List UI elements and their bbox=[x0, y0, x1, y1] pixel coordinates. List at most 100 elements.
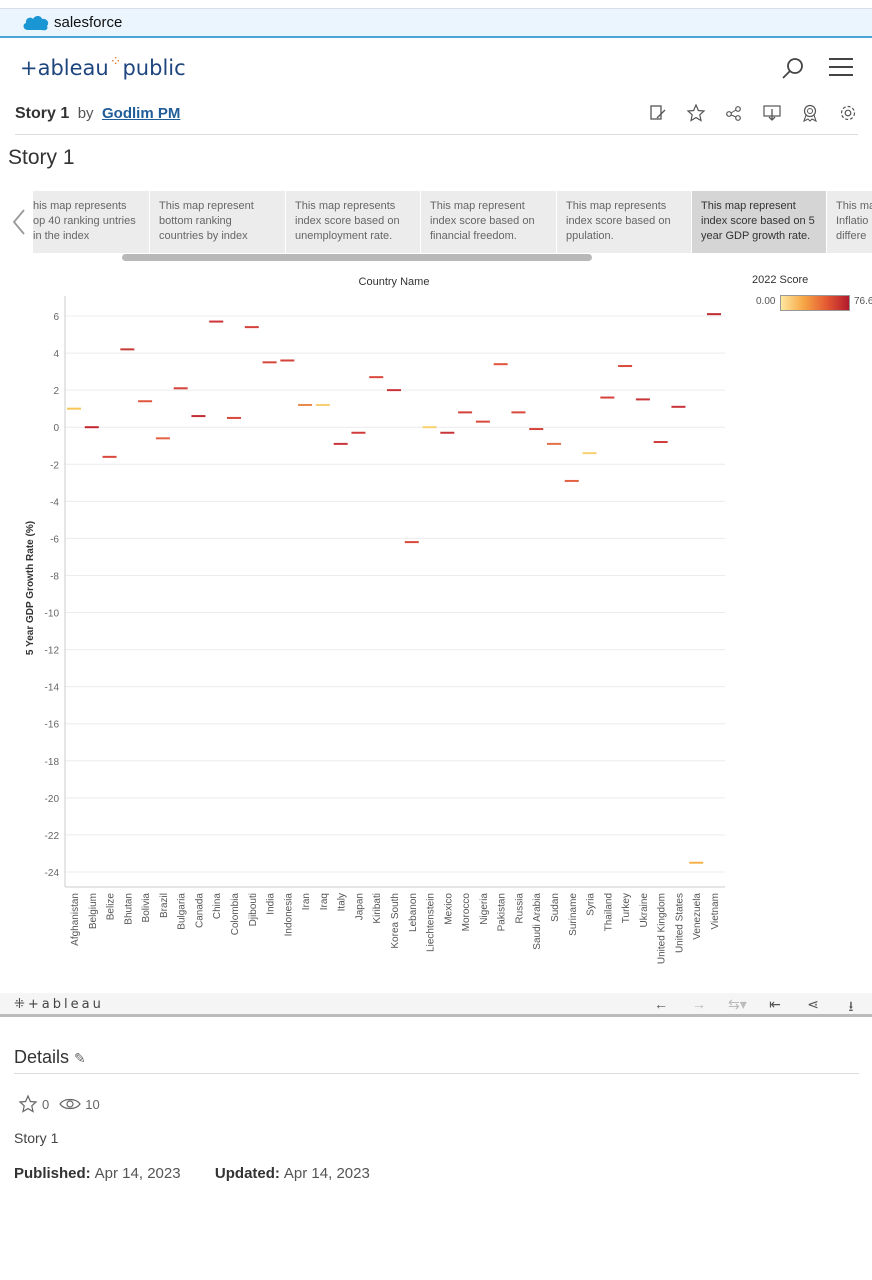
y-tick-label: 0 bbox=[53, 423, 59, 434]
tableau-public-logo[interactable]: +ableau ⁘ public bbox=[20, 54, 186, 80]
story-point[interactable]: This map represent bottom ranking countr… bbox=[150, 191, 286, 253]
search-icon[interactable] bbox=[780, 56, 806, 82]
x-tick-label: Bhutan bbox=[123, 893, 134, 925]
x-tick-label: Nigeria bbox=[479, 893, 490, 925]
salesforce-name[interactable]: salesforce bbox=[54, 14, 123, 31]
tableau-toolbar-logo[interactable]: ⁜+ableau bbox=[14, 997, 104, 1012]
logo-main: +ableau bbox=[20, 56, 109, 80]
star-icon[interactable] bbox=[686, 103, 706, 123]
toolbar-share-icon[interactable]: ⋖ bbox=[807, 996, 819, 1012]
story-by: by bbox=[77, 105, 94, 122]
x-tick-label: Sudan bbox=[550, 893, 561, 922]
details-story-name: Story 1 bbox=[14, 1130, 59, 1146]
logo-sparkle-icon: ⁘ bbox=[109, 54, 122, 70]
eye-icon bbox=[59, 1098, 81, 1110]
x-tick-label: Mexico bbox=[443, 893, 454, 925]
y-tick-label: 2 bbox=[53, 386, 59, 397]
y-tick-label: -4 bbox=[50, 497, 59, 508]
story-point-active[interactable]: This map represent index score based on … bbox=[692, 191, 827, 253]
x-tick-label: Venezuela bbox=[692, 893, 703, 940]
x-tick-label: Djibouti bbox=[248, 893, 259, 926]
x-tick-label: Iran bbox=[301, 893, 312, 910]
legend-title: 2022 Score bbox=[752, 274, 809, 286]
prev-story-point-chevron-icon[interactable] bbox=[10, 208, 28, 236]
published-label: Published: bbox=[14, 1165, 91, 1182]
story-actions bbox=[648, 103, 858, 123]
y-tick-label: -20 bbox=[45, 794, 60, 805]
story-points-scrollbar[interactable] bbox=[122, 254, 592, 261]
y-tick-label: -10 bbox=[45, 609, 60, 620]
x-tick-label: Turkey bbox=[621, 893, 632, 923]
x-tick-label: Saudi Arabia bbox=[532, 893, 543, 950]
y-tick-label: -22 bbox=[45, 831, 60, 842]
badge-icon[interactable] bbox=[800, 103, 820, 123]
y-tick-label: -14 bbox=[45, 683, 60, 694]
x-tick-label: Indonesia bbox=[283, 893, 294, 937]
x-tick-label: United Kingdom bbox=[657, 893, 668, 964]
x-tick-label: Brazil bbox=[159, 893, 170, 918]
x-tick-label: Bulgaria bbox=[177, 893, 188, 930]
story-point[interactable]: This map represents index score based on… bbox=[557, 191, 692, 253]
toolbar-download-icon[interactable]: ⭳ bbox=[848, 998, 854, 1014]
settings-gear-icon[interactable] bbox=[838, 103, 858, 123]
story-point[interactable]: his map represents op 40 ranking untries… bbox=[33, 191, 150, 253]
x-tick-label: Pakistan bbox=[497, 893, 508, 931]
stats: 0 10 bbox=[18, 1094, 110, 1114]
story-title: Story 1 bbox=[15, 105, 70, 122]
x-tick-label: Suriname bbox=[568, 893, 579, 936]
x-tick-label: India bbox=[266, 893, 277, 915]
y-tick-label: -6 bbox=[50, 534, 59, 545]
views-count: 10 bbox=[59, 1096, 100, 1112]
x-tick-label: Iraq bbox=[319, 893, 330, 910]
y-tick-label: -16 bbox=[45, 720, 60, 731]
story-point[interactable]: This map represent index score based on … bbox=[421, 191, 557, 253]
salesforce-bar: salesforce bbox=[0, 8, 872, 38]
divider bbox=[14, 1073, 859, 1074]
revert-icon[interactable]: ⇆▾ bbox=[728, 996, 747, 1012]
x-tick-label: Morocco bbox=[461, 893, 472, 932]
y-tick-label: -2 bbox=[50, 460, 59, 471]
viz-title: Story 1 bbox=[8, 146, 75, 169]
menu-icon[interactable] bbox=[829, 58, 853, 78]
updated-date: Apr 14, 2023 bbox=[283, 1165, 370, 1182]
y-tick-label: -8 bbox=[50, 571, 59, 582]
y-tick-label: -12 bbox=[45, 646, 60, 657]
undo-arrow-icon[interactable]: ← bbox=[654, 996, 668, 1012]
x-tick-label: Ukraine bbox=[639, 893, 650, 928]
x-tick-label: Bolivia bbox=[141, 893, 152, 923]
story-point[interactable]: This map represents index score based on… bbox=[286, 191, 421, 253]
x-tick-label: Belgium bbox=[88, 893, 99, 929]
story-point[interactable]: This ma Inflatio differe bbox=[827, 191, 872, 253]
y-tick-label: -24 bbox=[45, 868, 60, 879]
salesforce-cloud-icon bbox=[22, 14, 50, 32]
x-tick-label: Belize bbox=[106, 893, 117, 921]
chart-svg: Country Name 6 4 2 0 -2 -4 -6 -8 -10 -12 -14 -16 -18 -… bbox=[25, 276, 725, 964]
published-date: Apr 14, 2023 bbox=[94, 1165, 181, 1182]
x-tick-label: Kiribati bbox=[372, 893, 383, 924]
favorites-count[interactable]: 0 bbox=[18, 1094, 49, 1114]
x-tick-label: Vietnam bbox=[710, 893, 721, 930]
x-tick-label: Lebanon bbox=[408, 893, 419, 932]
updated-label: Updated: bbox=[214, 1165, 280, 1182]
share-icon[interactable] bbox=[724, 103, 744, 123]
y-tick-label: 4 bbox=[53, 349, 59, 360]
story-header: Story 1 by Godlim PM bbox=[15, 103, 858, 135]
x-tick-label: Japan bbox=[354, 893, 365, 920]
x-tick-label: Thailand bbox=[603, 893, 614, 931]
redo-arrow-icon[interactable]: → bbox=[692, 996, 706, 1012]
legend-min: 0.00 bbox=[756, 296, 776, 307]
x-tick-label: Italy bbox=[337, 893, 348, 911]
x-tick-label: Liechtenstein bbox=[426, 893, 437, 952]
x-tick-label: Russia bbox=[514, 893, 525, 924]
legend-color-ramp[interactable] bbox=[780, 295, 850, 311]
x-tick-label: Canada bbox=[194, 893, 205, 928]
download-icon[interactable] bbox=[762, 103, 782, 123]
details-heading: Details ✎ bbox=[14, 1047, 86, 1067]
gdp-growth-chart: Country Name 6 4 2 0 -2 -4 -6 -8 -10 -12 -14 -16 -18 -… bbox=[0, 268, 872, 988]
pencil-icon[interactable]: ✎ bbox=[74, 1050, 86, 1066]
author-link[interactable]: Godlim PM bbox=[102, 105, 181, 122]
x-tick-label: Afghanistan bbox=[70, 893, 81, 946]
edit-icon[interactable] bbox=[648, 103, 668, 123]
x-tick-label: Korea South bbox=[390, 893, 401, 949]
reset-icon[interactable]: ⇤ bbox=[769, 996, 781, 1012]
